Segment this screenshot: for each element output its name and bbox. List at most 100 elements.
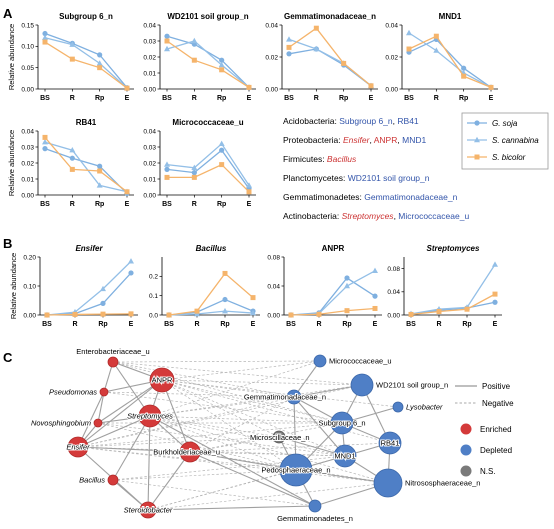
node-label: Micrococcaceae_u: [329, 357, 392, 366]
chart-2: Gemmatimonadaceae_n 0.00 0.02 0.04 BS R Rp E: [265, 12, 378, 102]
taxonomy-row: Planctomycetes: WD2101 soil group_n: [283, 173, 430, 183]
node-label: Steroidobacter: [124, 506, 173, 515]
x-tick-label: Rp: [95, 95, 104, 102]
negative-edge: [189, 396, 295, 453]
phylum: Planctomycetes:: [283, 173, 348, 183]
taxon: Gemmatimonadaceae_n: [364, 192, 457, 202]
data-point: [246, 189, 252, 195]
y-tick-label: 0.00: [267, 312, 280, 319]
data-point: [219, 67, 225, 73]
y-tick-label: 0.01: [21, 176, 34, 183]
data-point: [250, 295, 256, 301]
data-point: [408, 311, 414, 317]
x-tick-label: E: [251, 321, 256, 328]
x-tick-label: Rp: [459, 95, 468, 102]
legend-label: S. bicolor: [492, 153, 526, 162]
data-point: [406, 29, 412, 36]
data-point: [194, 308, 200, 314]
data-point: [492, 291, 498, 297]
data-point: [488, 84, 494, 90]
network-node: [279, 453, 313, 487]
y-tick-label: 0.00: [385, 86, 398, 93]
data-point: [288, 312, 294, 318]
y-tick-label: 0.04: [143, 128, 156, 135]
data-point: [166, 312, 172, 318]
x-tick-label: R: [70, 95, 75, 102]
series-line: [46, 260, 132, 316]
data-point: [492, 261, 498, 267]
network-legend: Positive Negative Enriched Depleted N.S.: [455, 382, 514, 477]
x-tick-label: BS: [286, 321, 296, 328]
positive-edge: [112, 415, 151, 481]
data-point: [164, 33, 170, 39]
x-tick-label: Rp: [220, 321, 229, 328]
positive-edge: [293, 384, 363, 398]
taxon: ANPR: [374, 135, 398, 145]
data-point: [406, 46, 412, 52]
x-tick-label: BS: [42, 321, 52, 328]
chart-title: ANPR: [322, 244, 345, 253]
taxon: Subgroup 6_n: [339, 116, 393, 126]
y-tick-label: 0.03: [143, 38, 156, 45]
negative-edge: [77, 396, 295, 448]
legend-label: S. cannabina: [492, 136, 539, 145]
taxon: ,: [397, 135, 402, 145]
taxonomy-row: Gemmatimonadetes: Gemmatimonadaceae_n: [283, 192, 458, 202]
data-point: [372, 293, 378, 299]
data-point: [191, 57, 197, 63]
chart-0: Subgroup 6_n 0.00 0.05 0.10 0.15 BS R Rp E Relati…: [7, 12, 134, 102]
data-point: [96, 182, 103, 188]
negative-edge: [161, 379, 363, 386]
data-point: [218, 140, 225, 146]
data-point: [219, 147, 225, 153]
series-line: [44, 41, 128, 89]
y-tick-label: 0.05: [21, 65, 34, 72]
negative-edge: [149, 396, 295, 417]
data-point: [100, 311, 106, 317]
negative-edge: [112, 361, 343, 424]
chart-title: Micrococcaceae_u: [172, 118, 243, 127]
negative-edge: [97, 422, 346, 457]
negative-edge: [103, 391, 343, 424]
y-axis-label: Relative abundance: [9, 253, 18, 319]
chart-7: Bacillus 0.0 0.1 0.2 BS R Rp E: [149, 244, 260, 328]
y-tick-label: 0.02: [385, 54, 398, 61]
negative-edge: [77, 422, 343, 448]
y-tick-label: 0.04: [385, 22, 398, 29]
y-tick-label: 0.00: [265, 86, 278, 93]
node-label: Pseudomonas: [49, 388, 97, 397]
y-tick-label: 0.00: [21, 86, 34, 93]
node-label: Gemmatimonadetes_n: [277, 514, 353, 523]
data-point: [42, 34, 48, 40]
enriched-legend-dot: [460, 423, 472, 435]
series-line: [166, 40, 250, 88]
chart-8: ANPR 0.00 0.04 0.08 BS R Rp E: [267, 244, 382, 328]
network-node: [350, 373, 374, 397]
node-label: Microscillaceae_n: [250, 433, 310, 442]
y-tick-label: 0.02: [143, 160, 156, 167]
positive-edge: [161, 379, 191, 453]
x-tick-label: R: [434, 95, 439, 102]
y-tick-label: 0.20: [23, 254, 36, 261]
node-labels: Enterobacteriaceae_u ANPR Pseudomonas Strep…: [30, 346, 482, 524]
taxon: ,: [369, 135, 373, 145]
phylum: Firmicutes:: [283, 154, 327, 164]
data-point: [286, 51, 292, 57]
taxon: WD2101 soil group_n: [348, 173, 430, 183]
series-line: [46, 272, 132, 316]
series-line: [166, 142, 250, 186]
x-tick-label: R: [436, 321, 441, 328]
negative-edge: [112, 361, 363, 386]
x-tick-label: Rp: [98, 321, 107, 328]
chart-3: MND1 0.00 0.02 0.04 BS R Rp E: [385, 12, 498, 102]
data-point: [69, 56, 75, 62]
x-tick-label: R: [316, 321, 321, 328]
data-point: [42, 134, 48, 140]
y-tick-label: 0.2: [149, 274, 158, 281]
negative-legend-label: Negative: [482, 399, 514, 408]
taxonomy-row: Acidobacteria: Subgroup 6_n, RB41: [283, 116, 419, 126]
y-tick-label: 0.02: [21, 160, 34, 167]
negative-edge: [149, 415, 343, 424]
data-point: [128, 270, 134, 276]
